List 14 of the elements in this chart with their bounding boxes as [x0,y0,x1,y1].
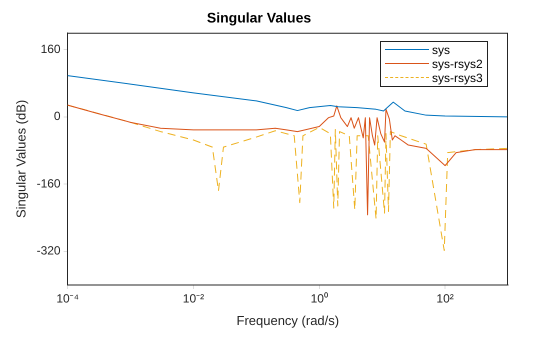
x-tick-label: 10⁻⁴ [56,292,79,306]
x-tick-label: 10⁻² [182,292,204,306]
y-tick-label: -320 [36,244,61,258]
y-tick-label: 160 [40,42,61,56]
x-tick-label: 10² [436,292,454,306]
x-axis-title: Frequency (rad/s) [236,312,340,328]
y-axis-title: Singular Values (dB) [13,100,28,218]
x-tick-label: 10⁰ [310,292,328,306]
y-tick-label: 0 [54,109,61,124]
legend-label: sys-rsys3 [432,70,483,85]
y-tick-label: -160 [36,176,61,190]
legend-label: sys [432,42,450,57]
chart-title: Singular Values [206,9,312,26]
legend-label: sys-rsys2 [432,56,483,71]
